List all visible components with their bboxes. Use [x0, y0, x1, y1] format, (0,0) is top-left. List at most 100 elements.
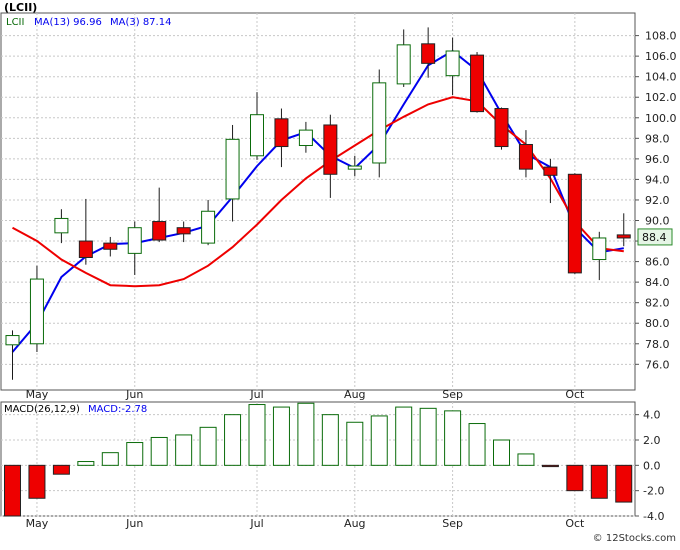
last-price-label: 88.4 — [642, 231, 667, 244]
macd-panel: 4.0 2.0 0.0 -2.0 -4.0 MACD(26,12,9) MACD:-2.7… — [0, 401, 664, 523]
price-x-axis: May Jun Jul Aug Sep Oct — [26, 388, 585, 401]
macd-bar — [248, 404, 266, 466]
macd-bar — [468, 423, 486, 466]
price-plot-frame — [0, 12, 636, 391]
price-panel: 76.078.080.082.084.086.088.090.092.094.0… — [0, 1, 677, 391]
macd-y-tick-label: 2.0 — [643, 434, 661, 447]
candle-body — [445, 50, 460, 77]
price-x-tick-label: Sep — [442, 388, 463, 401]
candle-body — [298, 129, 313, 147]
macd-x-tick-label: Aug — [344, 517, 365, 530]
chart-title: (LCII) — [4, 1, 37, 14]
macd-bar — [101, 452, 119, 466]
macd-bar — [615, 464, 633, 503]
macd-bar — [297, 402, 315, 466]
price-y-tick-label: 106.0 — [645, 50, 677, 63]
price-y-tick-label: 100.0 — [645, 112, 677, 125]
price-y-tick-label: 92.0 — [645, 194, 670, 207]
macd-x-tick-label: May — [26, 517, 49, 530]
macd-bar — [77, 461, 95, 466]
macd-bar — [444, 410, 462, 466]
copyright-text: © 12Stocks.com — [593, 533, 676, 544]
price-x-tick-label: Jun — [125, 388, 143, 401]
price-x-tick-label: May — [26, 388, 49, 401]
legend-symbol: LCII — [6, 17, 24, 28]
macd-bar — [566, 464, 584, 492]
price-y-tick-label: 96.0 — [645, 153, 670, 166]
macd-x-tick-label: Jul — [249, 517, 263, 530]
price-y-tick-label: 78.0 — [645, 338, 670, 351]
candle-body — [152, 221, 167, 241]
macd-bar — [52, 464, 70, 475]
candle-body — [274, 118, 289, 148]
macd-bar — [224, 414, 242, 466]
macd-bar — [541, 464, 559, 468]
macd-bar — [28, 464, 46, 499]
price-x-tick-label: Oct — [565, 388, 585, 401]
candle-body — [543, 166, 558, 176]
candle-body — [372, 82, 387, 164]
candle-body — [29, 278, 44, 345]
price-x-tick-label: Jul — [249, 388, 263, 401]
price-y-tick-label: 82.0 — [645, 297, 670, 310]
macd-bar — [493, 439, 510, 466]
macd-y-axis: 4.0 2.0 0.0 -2.0 -4.0 — [635, 409, 664, 523]
candle-body — [347, 165, 362, 170]
price-y-tick-label: 102.0 — [645, 91, 677, 104]
macd-y-tick-label: 4.0 — [643, 409, 661, 422]
macd-bar — [175, 434, 193, 466]
macd-bar — [346, 421, 364, 466]
candle-body — [567, 173, 582, 274]
price-y-tick-label: 104.0 — [645, 71, 677, 84]
macd-y-tick-label: 0.0 — [643, 459, 661, 472]
macd-bar — [419, 407, 437, 466]
macd-bar — [517, 453, 535, 466]
price-y-tick-label: 84.0 — [645, 276, 670, 289]
candle-body — [103, 242, 118, 250]
price-y-tick-label: 108.0 — [645, 30, 677, 43]
legend-ma13: MA(13) 96.96 — [34, 17, 102, 28]
macd-bar — [590, 464, 608, 499]
candle-body — [494, 108, 509, 148]
candle-body — [518, 143, 533, 170]
macd-bar — [370, 415, 388, 466]
macd-bar — [395, 406, 413, 466]
macd-x-tick-label: Sep — [442, 517, 463, 530]
macd-plot-frame — [0, 401, 636, 517]
price-y-tick-label: 80.0 — [645, 317, 670, 330]
macd-y-tick-label: -4.0 — [643, 510, 664, 523]
macd-bar — [321, 414, 339, 466]
price-y-tick-label: 98.0 — [645, 132, 670, 145]
macd-legend: MACD(26,12,9) MACD:-2.78 — [4, 404, 147, 415]
candle-body — [250, 114, 264, 157]
candle-body — [421, 43, 436, 64]
ma-line-ma3 — [12, 96, 624, 288]
macd-y-tick-label: -2.0 — [643, 485, 664, 498]
macd-bar — [272, 406, 290, 466]
price-x-tick-label: Aug — [344, 388, 365, 401]
candle-body — [5, 335, 20, 346]
macd-bar — [199, 426, 217, 466]
last-price-box — [637, 228, 673, 246]
candle-body — [201, 210, 216, 244]
price-legend: (LCII) LCII MA(13) 96.96 MA(3) 87.14 — [4, 1, 171, 28]
macd-bar — [126, 442, 144, 466]
candle-body — [176, 227, 191, 235]
price-y-tick-label: 90.0 — [645, 215, 670, 228]
candle-body — [592, 237, 607, 261]
price-y-tick-label: 76.0 — [645, 358, 670, 371]
candlesticks — [5, 27, 631, 380]
price-y-tick-label: 94.0 — [645, 173, 670, 186]
candle-body — [470, 54, 485, 113]
macd-histogram — [4, 402, 633, 517]
macd-bar — [150, 436, 168, 466]
legend-ma3: MA(3) 87.14 — [110, 17, 171, 28]
macd-x-tick-label: Jun — [125, 517, 143, 530]
macd-x-axis: May Jun Jul Aug Sep Oct — [26, 517, 585, 530]
price-y-tick-label: 86.0 — [645, 256, 670, 269]
candle-body — [78, 240, 93, 258]
candle-body — [616, 234, 631, 239]
candle-body — [127, 227, 142, 254]
